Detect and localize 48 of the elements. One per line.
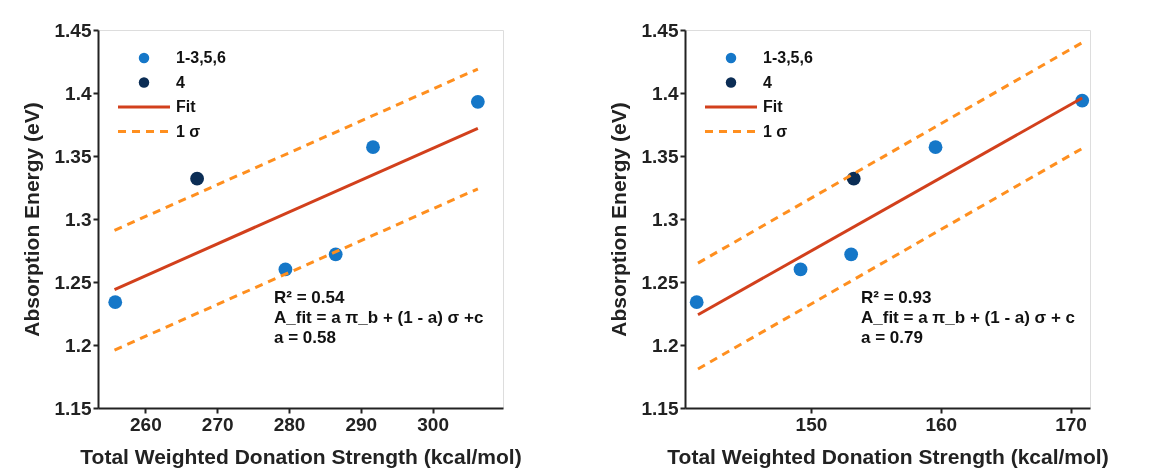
legend-label: Fit — [176, 98, 197, 115]
legend-label: 4 — [176, 73, 185, 91]
y-tick-label: 1.3 — [65, 208, 92, 230]
y-tick-label: 1.2 — [65, 334, 92, 356]
y-axis-title: Absorption Energy (eV) — [19, 102, 43, 337]
x-tick-label: 150 — [795, 413, 828, 435]
x-tick-label: 290 — [345, 413, 378, 435]
point — [928, 140, 943, 155]
legend-label: 1-3,5,6 — [763, 49, 813, 66]
point — [190, 171, 204, 186]
x-tick-label: 160 — [925, 413, 958, 435]
y-axis-title: Absorption Energy (eV) — [606, 102, 630, 337]
point — [470, 94, 485, 109]
point — [793, 262, 808, 277]
legend-label: 1-3,5,6 — [176, 49, 226, 66]
y-tick-label: 1.4 — [652, 82, 679, 104]
y-tick-label: 1.15 — [54, 397, 92, 419]
annotation: A_fit = a π_b + (1 - a) σ +c — [274, 308, 484, 327]
x-tick-label: 300 — [417, 413, 449, 435]
x-tick-label: 260 — [130, 413, 162, 435]
y-tick-label: 1.45 — [54, 19, 92, 41]
x-tick-label: 170 — [1055, 413, 1087, 435]
y-tick-label: 1.15 — [641, 397, 679, 419]
y-tick-label: 1.3 — [652, 208, 679, 230]
legend-label: 4 — [763, 73, 772, 91]
annotation: R² = 0.93 — [861, 288, 932, 307]
x-axis-title: Total Weighted Donation Strength (kcal/mol) — [80, 444, 522, 468]
x-axis-title: Total Weighted Donation Strength (kcal/mol) — [667, 444, 1109, 468]
legend-label: 1 σ — [176, 122, 201, 140]
y-tick-label: 1.4 — [65, 82, 92, 104]
annotation: R² = 0.54 — [274, 288, 345, 307]
y-tick-label: 1.2 — [652, 334, 679, 356]
y-tick-label: 1.35 — [54, 145, 92, 167]
point — [844, 247, 859, 262]
annotation: a = 0.79 — [861, 328, 923, 347]
point — [108, 295, 123, 310]
y-tick-label: 1.25 — [641, 271, 679, 293]
y-tick-label: 1.25 — [54, 271, 92, 293]
legend-label: 1 σ — [763, 122, 788, 140]
y-tick-label: 1.45 — [641, 19, 679, 41]
y-tick-label: 1.35 — [641, 145, 679, 167]
x-tick-label: 280 — [273, 413, 306, 435]
point — [689, 295, 704, 310]
annotation: A_fit = a π_b + (1 - a) σ + c — [861, 308, 1076, 327]
point — [366, 140, 380, 155]
x-tick-label: 270 — [201, 413, 234, 435]
annotation: a = 0.58 — [274, 328, 336, 347]
legend-label: Fit — [763, 98, 784, 115]
